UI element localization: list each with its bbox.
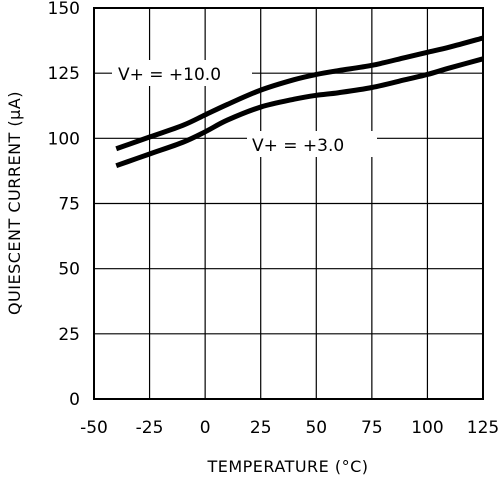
y-tick-label: 25: [58, 325, 80, 345]
x-tick-label: 100: [411, 418, 443, 438]
plot-frame: [93, 7, 484, 400]
x-tick-label: 0: [200, 418, 211, 438]
tick-labels: -50 -25 0 25 50 75 100 125 0 25 50 75 100 125 150: [48, 0, 500, 438]
x-axis-title: TEMPERATURE (°C): [206, 457, 368, 476]
x-tick-label: 25: [250, 418, 272, 438]
annotation-bg-10v: [112, 60, 252, 86]
x-tick-label: 125: [467, 418, 499, 438]
y-tick-label: 75: [58, 195, 80, 215]
x-tick-label: -25: [136, 418, 164, 438]
y-axis-title: QUIESCENT CURRENT (µA): [5, 91, 24, 315]
y-tick-label: 50: [58, 260, 80, 280]
x-tick-label: 75: [361, 418, 383, 438]
series-line-10v: [115, 35, 484, 152]
y-tick-label: 100: [48, 129, 80, 149]
series-group: [115, 35, 484, 169]
y-tick-label: 0: [69, 390, 80, 410]
annotations: V+ = +10.0 V+ = +3.0: [112, 60, 377, 157]
annotation-bg-3v: [247, 131, 377, 157]
annotation-3v: V+ = +3.0: [252, 136, 344, 156]
y-tick-label: 150: [48, 0, 80, 19]
x-tick-label: -50: [80, 418, 108, 438]
x-tick-label: 50: [305, 418, 327, 438]
y-tick-label: 125: [48, 64, 80, 84]
series-line-3v: [115, 56, 484, 169]
annotation-10v: V+ = +10.0: [118, 65, 221, 85]
